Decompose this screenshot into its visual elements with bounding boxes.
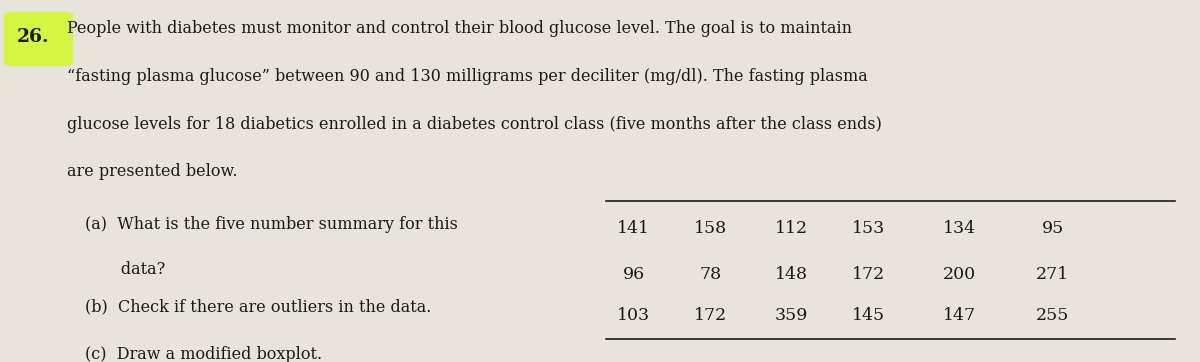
FancyBboxPatch shape <box>4 12 73 66</box>
Text: People with diabetes must monitor and control their blood glucose level. The goa: People with diabetes must monitor and co… <box>67 20 852 37</box>
Text: 172: 172 <box>852 266 884 283</box>
Text: (c)  Draw a modified boxplot.: (c) Draw a modified boxplot. <box>85 346 323 362</box>
Text: 255: 255 <box>1036 307 1069 324</box>
Text: 141: 141 <box>617 220 650 237</box>
Text: 103: 103 <box>617 307 650 324</box>
Text: (b)  Check if there are outliers in the data.: (b) Check if there are outliers in the d… <box>85 298 432 315</box>
Text: 200: 200 <box>943 266 976 283</box>
Text: 96: 96 <box>623 266 644 283</box>
Text: 78: 78 <box>700 266 721 283</box>
Text: 145: 145 <box>852 307 884 324</box>
Text: 271: 271 <box>1036 266 1069 283</box>
Text: 172: 172 <box>694 307 727 324</box>
Text: glucose levels for 18 diabetics enrolled in a diabetes control class (five month: glucose levels for 18 diabetics enrolled… <box>67 115 882 132</box>
Text: 147: 147 <box>943 307 976 324</box>
Text: “fasting plasma glucose” between 90 and 130 milligrams per deciliter (mg/dl). Th: “fasting plasma glucose” between 90 and … <box>67 68 868 85</box>
Text: 26.: 26. <box>17 28 49 46</box>
Text: 359: 359 <box>775 307 809 324</box>
Text: data?: data? <box>85 261 166 278</box>
Text: are presented below.: are presented below. <box>67 163 238 180</box>
Text: (a)  What is the five number summary for this: (a) What is the five number summary for … <box>85 216 458 233</box>
Text: 158: 158 <box>694 220 727 237</box>
Text: 112: 112 <box>775 220 808 237</box>
Text: 95: 95 <box>1042 220 1063 237</box>
Text: 134: 134 <box>943 220 976 237</box>
Text: 153: 153 <box>852 220 884 237</box>
Text: 148: 148 <box>775 266 808 283</box>
